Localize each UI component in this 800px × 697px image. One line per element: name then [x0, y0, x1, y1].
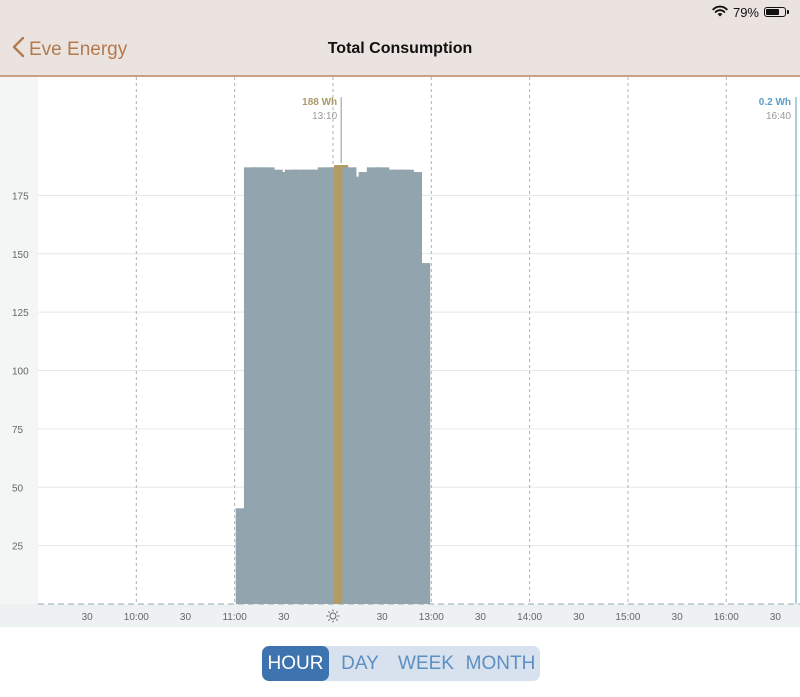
y-tick-label: 175 [12, 191, 29, 202]
chevron-left-icon [12, 36, 25, 64]
x-tick-label: 30 [180, 612, 192, 623]
back-label: Eve Energy [29, 39, 128, 60]
y-tick-label: 125 [12, 308, 29, 319]
current-value-label: 0.2 Wh [759, 97, 791, 108]
battery-icon [764, 7, 789, 17]
x-tick-label: 11:00 [222, 612, 247, 623]
y-tick-label: 150 [12, 250, 29, 261]
x-tick-label: 30 [278, 612, 290, 623]
segment-month[interactable]: MONTH [465, 652, 536, 674]
x-tick-label: 15:00 [615, 612, 640, 623]
x-tick-label: 30 [377, 612, 389, 623]
chart-canvas[interactable]: 25 50 75 100 125 150 175 188 Wh 13:10 0.2 Wh 16:40… [0, 77, 800, 627]
consumption-chart[interactable]: 25 50 75 100 125 150 175 188 Wh 13:10 0.2 Wh 16:40… [0, 77, 800, 627]
x-tick-label: 14:00 [517, 612, 542, 623]
navigation-bar: 79% Eve Energy Total Consumption [0, 0, 800, 77]
selected-time-label: 13:10 [312, 111, 337, 122]
segment-week[interactable]: WEEK [398, 652, 454, 674]
x-tick-label: 30 [475, 612, 487, 623]
status-bar: 79% [712, 4, 789, 20]
back-button[interactable]: Eve Energy [12, 36, 128, 64]
x-tick-label: 30 [573, 612, 585, 623]
wifi-icon [712, 5, 728, 20]
y-tick-label: 75 [12, 425, 24, 436]
y-tick-label: 25 [12, 542, 24, 553]
segment-hour[interactable]: HOUR [262, 646, 329, 681]
segment-day[interactable]: DAY [341, 652, 379, 674]
x-tick-label: 10:00 [124, 612, 149, 623]
y-tick-label: 50 [12, 483, 24, 494]
bar[interactable] [415, 263, 431, 604]
x-tick-label: 30 [672, 612, 684, 623]
time-range-segmented-control[interactable]: HOUR DAY WEEK MONTH [262, 646, 540, 681]
x-tick-label: 30 [82, 612, 94, 623]
battery-percentage: 79% [732, 4, 759, 20]
x-tick-label: 30 [770, 612, 782, 623]
x-tick-label: 13:00 [419, 612, 444, 623]
x-axis-strip [0, 604, 800, 627]
sun-icon [326, 609, 340, 623]
current-time-label: 16:40 [766, 111, 791, 122]
y-tick-label: 100 [12, 367, 29, 378]
selected-value-label: 188 Wh [302, 97, 337, 108]
x-tick-label: 16:00 [714, 612, 739, 623]
